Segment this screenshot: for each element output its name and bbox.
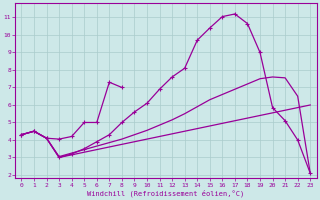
X-axis label: Windchill (Refroidissement éolien,°C): Windchill (Refroidissement éolien,°C) bbox=[87, 189, 244, 197]
